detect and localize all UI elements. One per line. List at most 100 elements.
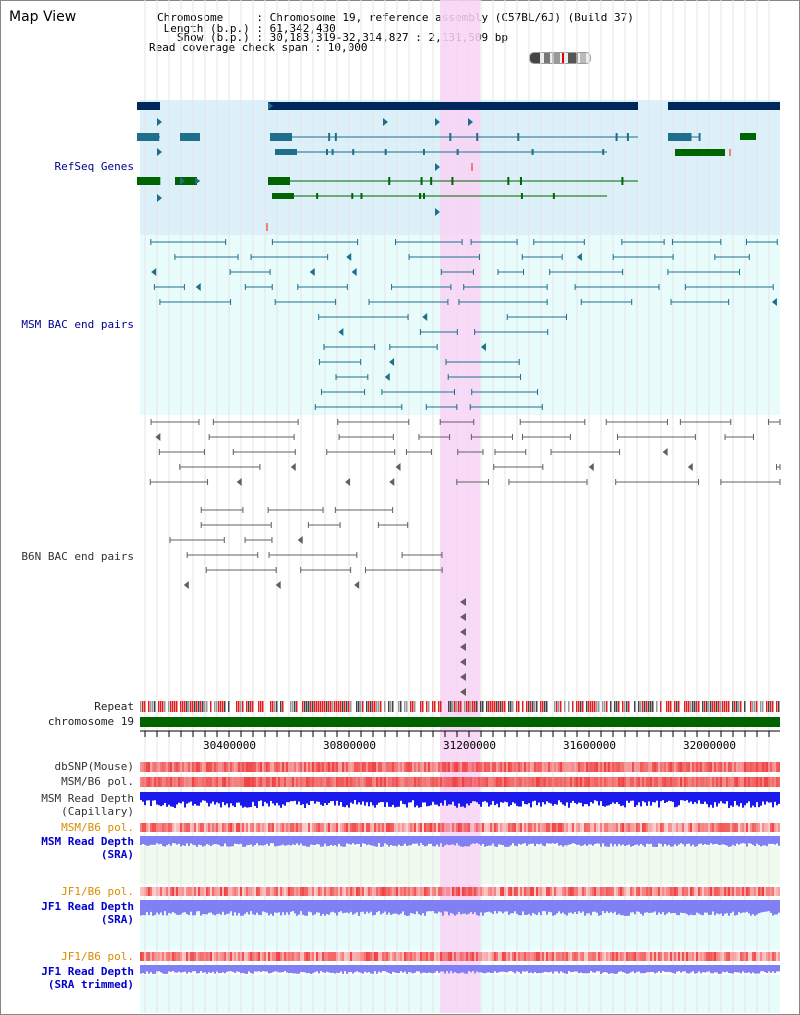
- jf1-b6-pol-label-1[interactable]: JF1/B6 pol.: [61, 885, 134, 898]
- pol-cell: [168, 887, 170, 896]
- pol-cell: [274, 777, 276, 787]
- depth-bar: [436, 836, 438, 845]
- depth-bar: [240, 836, 242, 844]
- depth-bar: [278, 900, 280, 913]
- pol-cell: [442, 777, 444, 787]
- pol-cell: [422, 952, 424, 961]
- msm-read-depth-sra-label[interactable]: MSM Read Depth (SRA): [41, 835, 134, 861]
- pol-cell: [658, 887, 660, 896]
- refseq-genes-label[interactable]: RefSeq Genes: [54, 160, 134, 173]
- repeat-block: [204, 701, 206, 712]
- pol-cell: [402, 823, 404, 832]
- pol-cell: [686, 823, 688, 832]
- depth-bar: [386, 792, 388, 803]
- depth-bar: [350, 792, 352, 803]
- pol-cell: [150, 823, 152, 832]
- depth-bar: [252, 965, 254, 974]
- depth-bar: [360, 965, 362, 973]
- pol-cell: [224, 952, 226, 961]
- depth-bar: [142, 965, 144, 973]
- depth-bar: [578, 836, 580, 845]
- repeat-block: [560, 701, 562, 712]
- dbsnp-cell: [742, 762, 744, 772]
- dbsnp-cell: [476, 762, 478, 772]
- msm-read-depth-capillary-label[interactable]: MSM Read Depth (Capillary): [41, 792, 134, 818]
- depth-bar: [162, 900, 164, 916]
- depth-bar: [288, 792, 290, 803]
- pol-cell: [468, 952, 470, 961]
- depth-bar: [770, 836, 772, 845]
- pol-cell: [570, 952, 572, 961]
- repeat-block: [294, 701, 296, 712]
- depth-bar: [270, 965, 272, 974]
- repeat-block: [518, 701, 520, 712]
- dbsnp-cell: [184, 762, 186, 772]
- pol-cell: [570, 777, 572, 787]
- depth-bar: [226, 792, 228, 804]
- depth-bar: [230, 900, 232, 912]
- gene-exon: [147, 133, 150, 141]
- pol-cell: [464, 887, 466, 896]
- jf1-b6-pol-label-2[interactable]: JF1/B6 pol.: [61, 950, 134, 963]
- depth-bar: [390, 965, 392, 974]
- pol-cell: [676, 887, 678, 896]
- depth-bar: [498, 965, 500, 973]
- dbsnp-cell: [576, 762, 578, 772]
- depth-bar: [460, 836, 462, 847]
- repeat-block: [510, 701, 512, 712]
- pol-cell: [778, 777, 780, 787]
- repeat-block: [536, 701, 538, 712]
- pol-cell: [372, 777, 374, 787]
- depth-bar: [470, 836, 472, 845]
- dbsnp-cell: [778, 762, 780, 772]
- axis-tick-label: 31600000: [563, 739, 616, 752]
- depth-bar: [576, 900, 578, 914]
- depth-bar: [586, 900, 588, 914]
- pol-cell: [152, 823, 154, 832]
- jf1-read-depth-sra-label[interactable]: JF1 Read Depth (SRA): [41, 900, 134, 926]
- pol-cell: [186, 887, 188, 896]
- depth-bar: [370, 836, 372, 846]
- pol-cell: [388, 777, 390, 787]
- b6n-bac-end-pairs-label[interactable]: B6N BAC end pairs: [21, 550, 134, 563]
- dbsnp-label[interactable]: dbSNP(Mouse): [54, 760, 134, 773]
- pol-cell: [262, 777, 264, 787]
- depth-bar: [502, 792, 504, 803]
- pol-cell: [758, 823, 760, 832]
- pol-cell: [330, 952, 332, 961]
- depth-bar: [234, 836, 236, 844]
- pol-cell: [692, 887, 694, 896]
- pol-cell: [528, 952, 530, 961]
- depth-bar: [678, 836, 680, 845]
- depth-bar: [226, 965, 228, 972]
- pol-cell: [706, 887, 708, 896]
- depth-bar: [156, 965, 158, 972]
- pol-cell: [490, 887, 492, 896]
- pol-cell: [426, 823, 428, 832]
- pol-cell: [460, 777, 462, 787]
- pol-cell: [510, 952, 512, 961]
- depth-bar: [402, 792, 404, 804]
- depth-bar: [500, 836, 502, 845]
- pol-cell: [358, 887, 360, 896]
- depth-bar: [682, 836, 684, 845]
- pol-cell: [544, 777, 546, 787]
- msm-b6-pol-label-2[interactable]: MSM/B6 pol.: [61, 821, 134, 834]
- depth-bar: [534, 965, 536, 973]
- depth-bar: [604, 792, 606, 807]
- msm-b6-pol-label-1[interactable]: MSM/B6 pol.: [61, 775, 134, 788]
- dbsnp-cell: [422, 762, 424, 772]
- msm-bac-end-pairs-label[interactable]: MSM BAC end pairs: [21, 318, 134, 331]
- pol-cell: [246, 887, 248, 896]
- pol-cell: [362, 777, 364, 787]
- repeat-block: [492, 701, 494, 712]
- dbsnp-cell: [626, 762, 628, 772]
- depth-bar: [522, 792, 524, 802]
- jf1-read-depth-trimmed-label[interactable]: JF1 Read Depth (SRA trimmed): [41, 965, 134, 991]
- repeat-block: [656, 701, 658, 712]
- pol-cell: [480, 777, 482, 787]
- depth-bar: [334, 792, 336, 806]
- pol-cell: [614, 887, 616, 896]
- pol-cell: [534, 952, 536, 961]
